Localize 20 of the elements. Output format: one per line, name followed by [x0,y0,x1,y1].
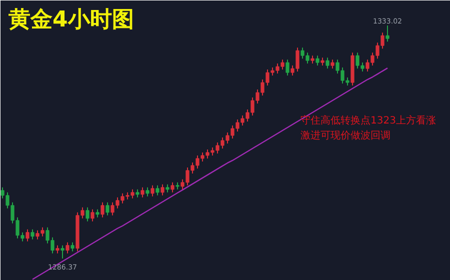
candlestick [140,186,144,198]
candlestick [86,206,90,222]
candlestick [156,184,160,196]
chart-title: 黄金4小时图 [8,8,134,32]
candlestick [66,242,70,254]
candlestick [316,55,320,66]
candlestick [160,184,164,196]
candlestick [150,184,154,197]
candlestick [26,228,30,242]
candlestick [90,208,94,222]
candlestick [170,182,174,193]
candlestick [30,228,34,240]
candlestick [100,202,104,218]
candlestick [286,59,290,76]
candlestick [60,244,64,259]
annotation: 守住高低转换点1323上方看涨 [300,114,436,126]
candlestick [326,57,330,70]
annotation: 激进可现价做波回调 [300,130,390,142]
candlestick [106,202,110,216]
candlestick [386,25,390,42]
